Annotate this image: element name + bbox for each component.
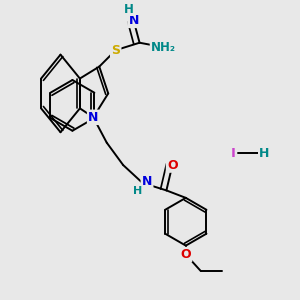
Text: S: S: [111, 44, 120, 57]
Text: H: H: [133, 186, 142, 196]
Text: H: H: [124, 2, 134, 16]
Text: N: N: [142, 175, 152, 188]
Text: O: O: [167, 158, 178, 172]
Text: I: I: [231, 147, 236, 160]
Text: N: N: [88, 111, 98, 124]
Text: NH₂: NH₂: [151, 41, 176, 54]
Text: N: N: [128, 14, 139, 27]
Text: H: H: [259, 147, 269, 160]
Text: O: O: [181, 248, 191, 261]
